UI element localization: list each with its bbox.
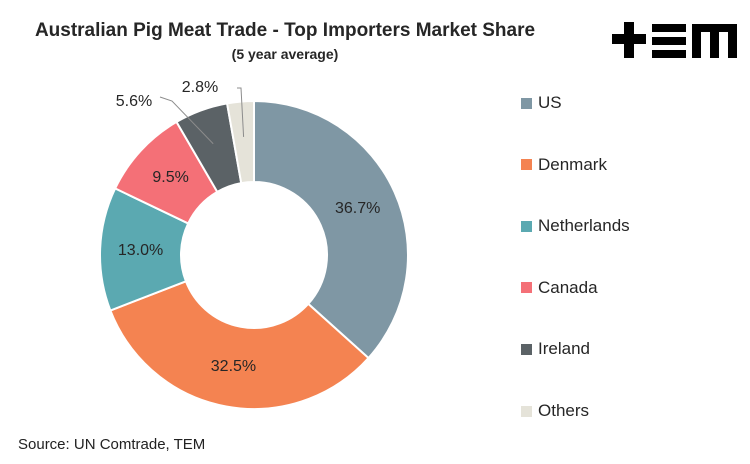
legend-label: US — [538, 93, 562, 112]
legend-item-canada: Canada — [521, 277, 598, 299]
data-label-canada: 9.5% — [152, 169, 188, 186]
legend-label: Netherlands — [538, 216, 630, 236]
data-label-ireland: 5.6% — [116, 93, 152, 110]
legend-label: Canada — [538, 277, 598, 297]
data-label-others: 2.8% — [182, 79, 218, 96]
tem-logo — [612, 22, 737, 58]
legend-swatch — [521, 282, 532, 294]
leader-line-others — [237, 87, 245, 137]
leader-line-ireland — [159, 96, 214, 145]
legend-label: Denmark — [538, 154, 607, 174]
legend-label: Ireland — [538, 339, 590, 359]
legend-label: Others — [538, 401, 590, 420]
chart-subtitle: (5 year average) — [231, 46, 339, 62]
legend-swatch — [521, 220, 532, 232]
chart-title: Australian Pig Meat Trade - Top Importer… — [34, 20, 536, 41]
legend-item-others: Others — [521, 400, 589, 422]
legend-swatch — [521, 97, 532, 109]
legend-swatch — [521, 343, 532, 355]
slice-others — [225, 99, 255, 185]
legend-item-netherlands: Netherlands — [521, 215, 630, 237]
legend-item-denmark: Denmark — [521, 154, 607, 176]
legend-swatch — [521, 159, 532, 171]
legend-swatch — [521, 405, 532, 417]
slice-us — [253, 99, 409, 360]
source-note: Source: UN Comtrade, TEM — [18, 436, 206, 453]
data-label-denmark: 32.5% — [211, 358, 256, 375]
legend-item-ireland: Ireland — [521, 338, 590, 360]
data-label-us: 36.7% — [335, 200, 380, 217]
legend-item-us: US — [521, 92, 562, 114]
slice-denmark — [109, 280, 370, 410]
data-label-netherlands: 13.0% — [118, 242, 163, 259]
